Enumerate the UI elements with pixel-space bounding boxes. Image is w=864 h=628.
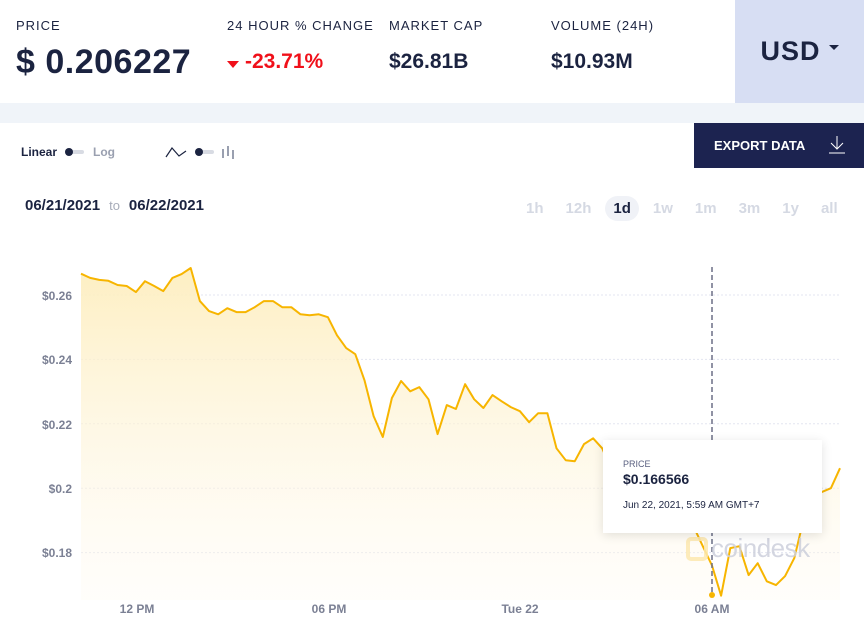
linear-label[interactable]: Linear bbox=[21, 145, 58, 159]
y-tick-label: $0.2 bbox=[48, 482, 72, 496]
range-1h[interactable]: 1h bbox=[526, 200, 544, 217]
y-tick-label: $0.26 bbox=[41, 289, 72, 303]
x-tick-label: Tue 22 bbox=[501, 602, 539, 616]
caret-down-icon bbox=[828, 45, 839, 50]
x-tick-label: 12 PM bbox=[119, 602, 155, 616]
tooltip-value: $0.166566 bbox=[623, 471, 690, 487]
download-icon bbox=[829, 136, 845, 154]
currency-dropdown[interactable]: USD bbox=[735, 0, 864, 103]
range-3m[interactable]: 3m bbox=[738, 200, 761, 217]
y-tick-label: $0.24 bbox=[41, 353, 72, 367]
change-stat: 24 HOUR % CHANGE -23.71% bbox=[227, 18, 374, 74]
range-1d[interactable]: 1d bbox=[605, 196, 639, 221]
export-label: EXPORT DATA bbox=[714, 138, 806, 153]
chart-toggles: Linear Log bbox=[21, 145, 235, 159]
x-tick-label: 06 AM bbox=[694, 602, 730, 616]
price-label: PRICE bbox=[16, 18, 61, 33]
coindesk-logo-icon bbox=[686, 536, 708, 561]
price-stat: PRICE $ 0.206227 bbox=[16, 18, 191, 82]
volume-value: $10.93M bbox=[551, 50, 633, 73]
market-cap-value: $26.81B bbox=[389, 50, 469, 73]
range-all[interactable]: all bbox=[820, 200, 838, 217]
tooltip-label: PRICE bbox=[623, 459, 651, 469]
change-label: 24 HOUR % CHANGE bbox=[227, 18, 374, 33]
bar-chart-icon[interactable] bbox=[221, 145, 235, 159]
price-line bbox=[80, 267, 841, 597]
market-cap-label: MARKET CAP bbox=[389, 18, 484, 33]
x-tick-label: 06 PM bbox=[311, 602, 347, 616]
date-to[interactable]: 06/22/2021 bbox=[128, 197, 204, 214]
range-1m[interactable]: 1m bbox=[694, 200, 717, 217]
range-selector: 1h 12h 1d 1w 1m 3m 1y all bbox=[518, 196, 852, 221]
scale-toggle[interactable] bbox=[65, 148, 85, 156]
date-from[interactable]: 06/21/2021 bbox=[25, 197, 101, 214]
volume-label: VOLUME (24H) bbox=[551, 18, 655, 33]
date-separator: to bbox=[109, 198, 120, 213]
tooltip-date: Jun 22, 2021, 5:59 AM GMT+7 bbox=[623, 500, 760, 511]
down-arrow-icon bbox=[227, 60, 239, 68]
currency-label: USD bbox=[760, 36, 821, 66]
date-range: 06/21/2021 to 06/22/2021 bbox=[25, 197, 204, 214]
chart-type-toggle[interactable] bbox=[195, 148, 215, 156]
coindesk-watermark: coindesk bbox=[686, 533, 810, 564]
range-12h[interactable]: 12h bbox=[565, 200, 592, 217]
volume-stat: VOLUME (24H) $10.93M bbox=[551, 18, 654, 74]
y-tick-label: $0.18 bbox=[41, 546, 72, 560]
y-tick-label: $0.22 bbox=[41, 418, 72, 432]
price-tooltip: PRICE $0.166566 Jun 22, 2021, 5:59 AM GM… bbox=[603, 440, 822, 533]
export-data-button[interactable]: EXPORT DATA bbox=[694, 123, 864, 168]
change-value: -23.71% bbox=[245, 50, 324, 73]
range-1w[interactable]: 1w bbox=[652, 200, 673, 217]
market-cap-stat: MARKET CAP $26.81B bbox=[389, 18, 483, 74]
stats-bar: PRICE $ 0.206227 24 HOUR % CHANGE -23.71… bbox=[0, 0, 864, 103]
price-value: $ 0.206227 bbox=[16, 43, 192, 81]
highlight-point bbox=[709, 592, 715, 598]
range-1y[interactable]: 1y bbox=[782, 200, 799, 217]
line-chart-icon[interactable] bbox=[165, 146, 187, 158]
log-label[interactable]: Log bbox=[93, 145, 116, 159]
